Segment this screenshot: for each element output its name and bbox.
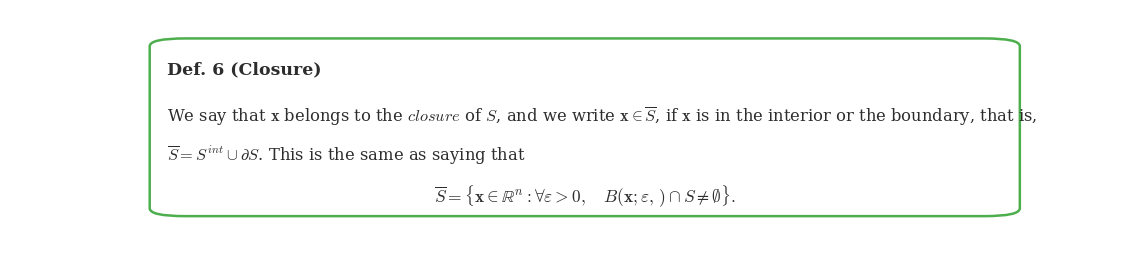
Text: $\overline{S} = \{\mathbf{x} \in \mathbb{R}^n : \forall \varepsilon > 0, \quad B: $\overline{S} = \{\mathbf{x} \in \mathbb… [434,183,736,209]
FancyBboxPatch shape [149,39,1020,216]
Text: We say that $\mathbf{x}$ belongs to the $\mathit{closure}$ of $S$, and we write : We say that $\mathbf{x}$ belongs to the … [168,104,1038,127]
Text: $\overline{S} = S^{int} \cup \partial S$. This is the same as saying that: $\overline{S} = S^{int} \cup \partial S$… [168,143,526,166]
Text: Def. 6 (Closure): Def. 6 (Closure) [168,61,322,78]
